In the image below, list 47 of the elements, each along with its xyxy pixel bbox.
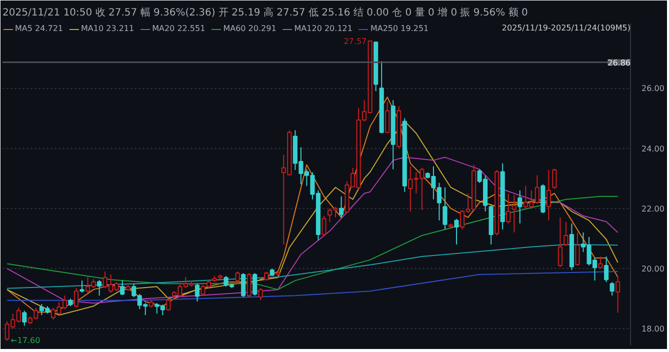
candlestick (22, 310, 27, 326)
candlestick (120, 280, 125, 296)
legend-label: MA5 24.721 (15, 24, 63, 33)
candlestick (74, 288, 79, 308)
candlestick (338, 196, 344, 218)
chart-title: 2025/11/21 10:50 收 27.57 幅 9.36%(2.36) 开 25.19 高 27.57 低 25.16 结 0.00 仓 0 量 0 增 0 振 9.56% 额 0 (2, 6, 528, 18)
annotation: 27.57 (344, 36, 367, 46)
candlestick (564, 221, 568, 246)
legend-label: MA10 23.211 (81, 24, 134, 33)
candlestick (166, 298, 171, 312)
candlestick (575, 232, 580, 266)
y-tick-label: 20.00 (642, 264, 664, 274)
legend-label: MA60 20.291 (223, 24, 276, 33)
candlestick (252, 272, 258, 296)
candlestick (512, 194, 516, 233)
candlestick (558, 216, 562, 268)
candlestick (264, 271, 269, 282)
candlestick (322, 215, 326, 236)
candlestick (604, 256, 609, 283)
y-tick-label: 26.00 (642, 84, 664, 94)
legend-label: MA250 19.251 (370, 24, 429, 33)
legend-label: MA120 20.121 (294, 24, 352, 33)
y-tick-label: 24.00 (642, 144, 664, 154)
candlestick (194, 283, 200, 302)
candlestick (235, 271, 240, 283)
candlestick (80, 280, 84, 294)
annotation: ←17.60 (10, 336, 40, 346)
candlestick (616, 276, 620, 314)
chart-subtitle: 2025/11/19-2025/11/24(109M5) (502, 24, 630, 32)
candlestick (454, 218, 459, 245)
candlestick (246, 272, 252, 298)
candlestick (97, 279, 102, 296)
candlestick (552, 168, 557, 190)
candlestick (506, 192, 511, 224)
ref-line-label: 26.86 (608, 58, 631, 68)
candlestick (598, 256, 603, 270)
legend-label: MA20 22.551 (152, 24, 206, 33)
candlestick (385, 101, 390, 134)
y-tick-label: 22.00 (642, 204, 664, 214)
candlestick (241, 272, 246, 298)
line-series (6, 196, 618, 290)
candlestick (546, 169, 551, 221)
candlestick (258, 288, 263, 301)
candlestick (518, 190, 522, 224)
y-tick-label: 18.00 (642, 324, 664, 334)
candlestick (610, 282, 614, 296)
candlestick (442, 186, 448, 230)
